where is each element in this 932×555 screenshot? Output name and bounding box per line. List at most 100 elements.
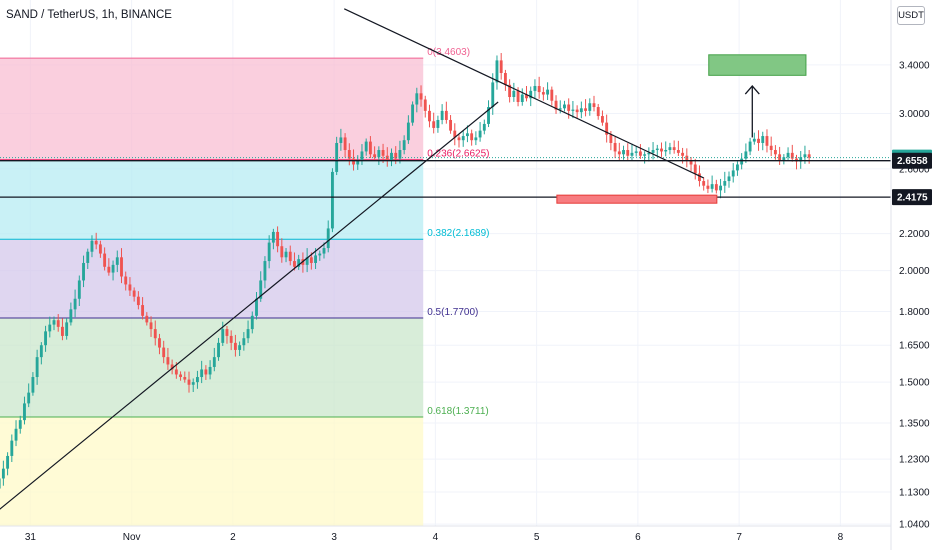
candle-body (512, 90, 516, 98)
candle (263, 256, 267, 289)
fib-level-label: 0(3.4603) (427, 47, 470, 58)
candle (1, 460, 5, 486)
candle-body (630, 152, 634, 156)
candle-body (466, 133, 469, 137)
currency-badge[interactable]: USDT (897, 6, 925, 25)
candle-body (259, 280, 263, 299)
candle (250, 311, 254, 334)
candle-body (529, 90, 533, 99)
candle-body (69, 309, 73, 323)
candle-body (322, 248, 326, 254)
candle-body (478, 130, 482, 138)
candle (440, 104, 444, 125)
candle-body (803, 154, 807, 158)
candle (423, 95, 427, 118)
fib-retracement: 0(3.4603) 0.236(2.6625) 0.382(2.1689) 0.5(1… (0, 47, 490, 526)
candle (339, 128, 343, 151)
candle-body (183, 377, 187, 380)
candle (710, 175, 714, 193)
candle-body (664, 150, 668, 152)
candle (449, 115, 452, 134)
candle-body (293, 261, 296, 267)
candle-body (368, 141, 372, 155)
candle (592, 95, 596, 112)
candle-body (419, 93, 423, 100)
candle-body (769, 145, 773, 151)
candle (128, 277, 132, 296)
candle-body (693, 164, 697, 174)
candle-body (584, 108, 587, 111)
candle-body (27, 392, 31, 404)
candle (495, 55, 499, 90)
candle-body (773, 150, 777, 155)
candle-body (719, 185, 722, 191)
candle (605, 114, 609, 143)
candle (141, 297, 145, 320)
candle-body (482, 123, 486, 131)
candle-body (250, 315, 254, 330)
candle-body (541, 92, 545, 95)
time-tick-label: 7 (736, 532, 742, 543)
candle-body (689, 160, 693, 165)
time-tick-label: 6 (635, 532, 641, 543)
candle-body (86, 251, 90, 263)
candle-body (158, 338, 161, 348)
candle (267, 235, 271, 269)
candle-body (124, 276, 128, 285)
candle (98, 240, 102, 258)
candle-body (39, 345, 43, 358)
candle (795, 154, 798, 170)
candle (702, 177, 706, 191)
candle (520, 88, 524, 106)
candle (786, 147, 790, 161)
candle-body (103, 253, 107, 267)
candle-body (225, 329, 229, 336)
candle (196, 370, 199, 389)
candle-body (782, 157, 786, 161)
candle-body (276, 231, 280, 247)
candle-body (170, 364, 174, 370)
candle-body (634, 151, 638, 153)
candle (554, 95, 558, 114)
candle (731, 163, 735, 183)
candle (297, 254, 301, 270)
candle (94, 232, 98, 250)
candle-body (702, 181, 706, 186)
candle-body (326, 228, 330, 249)
candle-body (284, 251, 288, 258)
candle-body (120, 257, 123, 277)
candle-body (681, 152, 685, 156)
fib-band (0, 239, 424, 318)
candle-body (364, 141, 368, 152)
price-tick-label: 1.3500 (899, 418, 930, 429)
candle-body (347, 150, 351, 159)
candle (35, 349, 39, 385)
candle-body (115, 257, 119, 265)
candle-body (605, 122, 609, 135)
candle-body (736, 164, 739, 171)
candle-body (406, 122, 410, 141)
candle (343, 133, 347, 158)
candle-body (398, 150, 402, 159)
candle-body (651, 150, 655, 153)
candle (221, 321, 225, 346)
candle-body (136, 296, 140, 306)
candle-body (52, 320, 56, 325)
candle (537, 76, 541, 99)
candle-body (153, 329, 157, 339)
candle-body (141, 305, 145, 316)
candle-body (280, 246, 284, 258)
candle-body (495, 60, 499, 83)
candle-body (14, 428, 18, 441)
candle (790, 144, 794, 162)
price-tick-label: 3.0000 (899, 109, 930, 120)
candle (638, 144, 642, 159)
candle-body (61, 326, 64, 336)
candle (136, 291, 140, 310)
candle (550, 86, 554, 106)
candle (782, 154, 786, 165)
candle (204, 365, 208, 380)
time-tick-label: 31 (25, 532, 37, 543)
